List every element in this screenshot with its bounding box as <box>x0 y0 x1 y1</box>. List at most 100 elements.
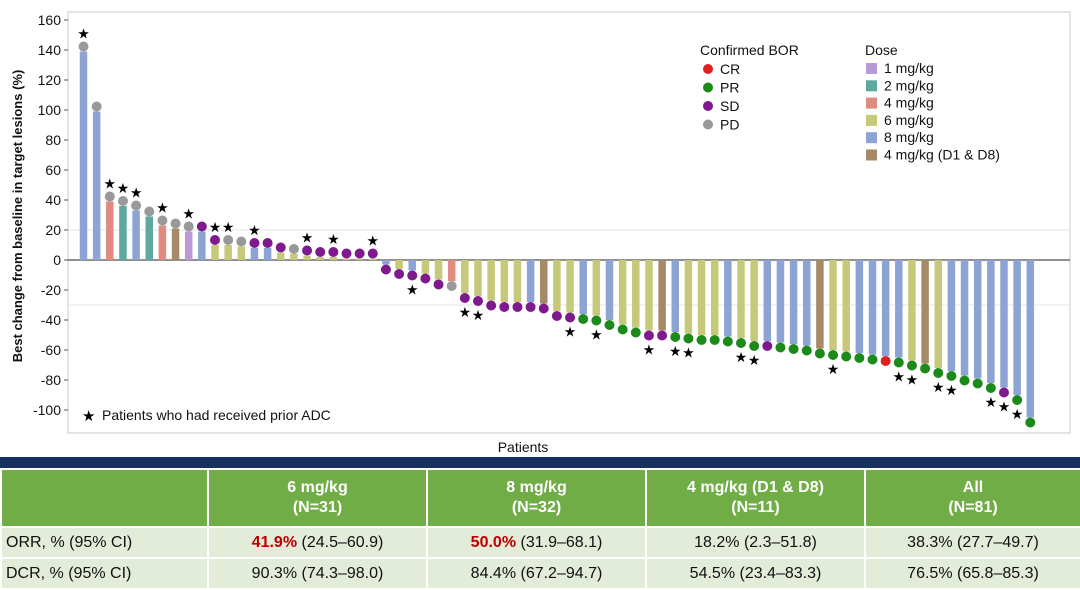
table-cell: 50.0% (31.9–68.1) <box>426 526 647 559</box>
legend-dose-label: 8 mg/kg <box>884 129 934 145</box>
bor-marker <box>446 281 457 291</box>
prior-adc-star: ★ <box>182 207 195 223</box>
bar <box>263 248 272 260</box>
bars-group <box>79 51 1035 418</box>
row-label: ORR, % (95% CI) <box>0 526 209 559</box>
bar <box>1026 260 1035 418</box>
prior-adc-star: ★ <box>945 383 958 399</box>
bor-marker <box>749 341 760 351</box>
table-cell: 18.2% (2.3–51.8) <box>645 526 866 559</box>
bor-marker <box>210 235 220 245</box>
bor-marker <box>854 353 865 363</box>
table-row-orr: ORR, % (95% CI) 41.9% (24.5–60.9) 50.0% … <box>0 526 1080 559</box>
bar <box>250 248 259 260</box>
prior-adc-stars-group: ★★ ★ ★★ ★★ ★ ★ ★ ★ ★★★ ★★ ★★ ★ ★ ★ ★★ ★ ★ ★ ★★ ★ ★ <box>77 27 1023 424</box>
bor-marker <box>104 191 115 202</box>
bar <box>447 260 456 281</box>
bar <box>895 260 903 358</box>
y-tick-label: 80 <box>45 132 61 148</box>
table-cell: 38.3% (27.7–49.7) <box>864 526 1080 559</box>
bar <box>79 51 88 260</box>
bor-marker <box>525 302 536 312</box>
y-tick-label: 160 <box>38 12 62 28</box>
bor-marker <box>893 357 904 368</box>
y-tick-label: -40 <box>41 312 61 328</box>
bar <box>710 260 719 335</box>
row-label: DCR, % (95% CI) <box>0 557 209 590</box>
header-cell: 8 mg/kg (N=32) <box>426 468 647 528</box>
legend-bor: Confirmed BOR CR PR SD PD <box>700 42 799 133</box>
bar <box>684 260 693 334</box>
prior-adc-star: ★ <box>156 201 169 217</box>
bor-marker <box>407 270 418 281</box>
bor-marker <box>801 345 812 356</box>
bar <box>553 260 561 311</box>
legend-bor-marker <box>703 82 713 93</box>
bar <box>408 260 416 271</box>
bar <box>816 260 824 349</box>
bar <box>500 260 509 302</box>
bor-marker <box>157 215 168 226</box>
prior-adc-star: ★ <box>906 373 919 389</box>
bor-marker <box>775 342 786 353</box>
header-cell: 6 mg/kg (N=31) <box>207 468 428 528</box>
bor-marker <box>499 302 510 312</box>
bar <box>106 201 114 260</box>
bar <box>461 260 469 293</box>
y-axis-title: Best change from baseline in target lesi… <box>10 70 25 363</box>
bor-marker <box>828 350 839 360</box>
prior-adc-star: ★ <box>735 350 748 366</box>
bar <box>881 260 890 356</box>
bar <box>618 260 627 325</box>
legend-dose-label: 4 mg/kg <box>884 95 934 111</box>
bor-marker <box>670 332 681 342</box>
bar <box>198 231 206 260</box>
y-axis-ticks: 160 140 120 100 80 60 40 20 0 -20 -40 -60 -80 -100 <box>33 12 68 418</box>
prior-adc-star: ★ <box>472 308 485 324</box>
legend-dose-label: 1 mg/kg <box>884 60 934 76</box>
bar <box>632 260 640 328</box>
bor-marker <box>262 238 273 248</box>
bar <box>290 254 298 260</box>
bor-marker <box>78 41 89 52</box>
section-divider <box>0 457 1080 468</box>
bar <box>487 260 495 301</box>
bar <box>671 260 679 332</box>
bar <box>934 260 942 368</box>
bor-marker <box>933 368 944 378</box>
y-tick-label: -100 <box>33 402 61 418</box>
bar <box>329 257 338 260</box>
header-cell: 4 mg/kg (D1 & D8) (N=11) <box>645 468 866 528</box>
bar <box>369 258 377 260</box>
bar <box>526 260 535 302</box>
legend-bor-title: Confirmed BOR <box>700 42 799 58</box>
bar <box>184 231 193 260</box>
bor-marker <box>288 244 299 254</box>
prior-adc-star: ★ <box>104 177 117 193</box>
bar <box>171 228 180 260</box>
bor-marker <box>315 247 326 257</box>
bar <box>1000 260 1008 388</box>
bor-marker <box>604 320 615 330</box>
bar <box>842 260 850 352</box>
bor-marker <box>985 383 996 393</box>
y-tick-label: 100 <box>38 102 62 118</box>
bar <box>973 260 982 379</box>
bor-marker <box>131 200 142 211</box>
bor-marker <box>880 356 891 366</box>
bar <box>303 255 311 260</box>
bor-marker <box>433 279 444 290</box>
bar <box>132 210 140 260</box>
bor-marker <box>643 330 654 341</box>
bor-marker <box>959 375 970 386</box>
prior-adc-star: ★ <box>406 283 419 299</box>
table-cell: 76.5% (65.8–85.3) <box>864 557 1080 590</box>
bar <box>540 260 548 304</box>
bar <box>921 260 929 364</box>
bor-marker <box>762 341 773 351</box>
bar <box>763 260 772 341</box>
legend-dose: Dose 1 mg/kg2 mg/kg 4 mg/kg6 mg/kg8 mg/kg… <box>865 42 1000 163</box>
legend-bor-label: CR <box>720 61 740 77</box>
star-note: ★ Patients who had received prior ADC <box>82 407 331 425</box>
